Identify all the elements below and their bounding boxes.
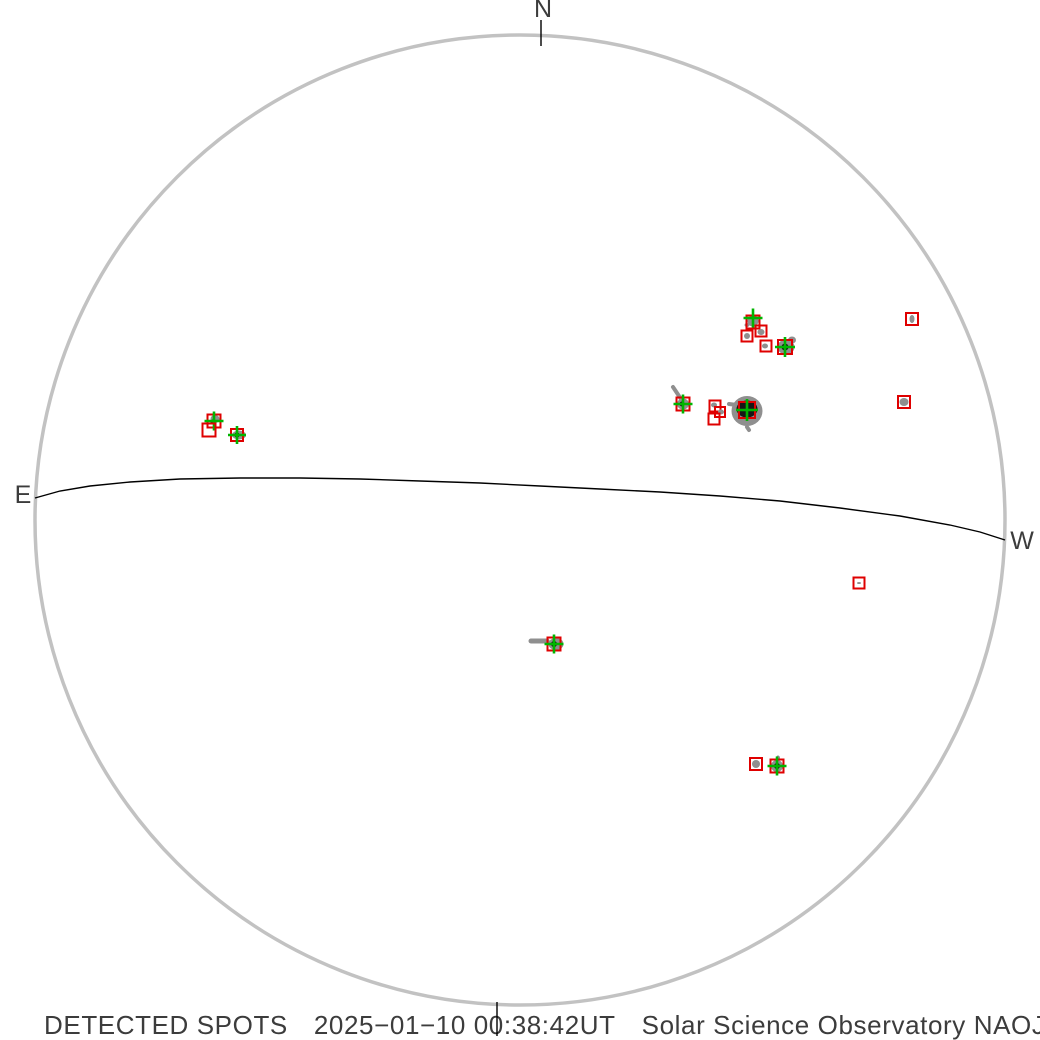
sunspot <box>727 396 763 432</box>
detection-box <box>546 636 562 652</box>
sunspot <box>897 395 911 409</box>
spot-penumbra <box>232 430 246 440</box>
sunspot <box>708 399 722 413</box>
equator-line <box>34 477 1006 541</box>
compass-label-east: E <box>15 481 32 509</box>
sunspot <box>775 336 796 357</box>
spot-penumbra <box>757 329 765 335</box>
spot-penumbra <box>909 315 915 323</box>
sunspot <box>740 329 754 343</box>
spot-umbra <box>679 401 685 407</box>
spot-penumbra <box>718 409 724 415</box>
detection-box <box>754 324 768 338</box>
spot-penumbra <box>747 315 759 327</box>
detection-box <box>740 329 754 343</box>
spot-penumbra <box>210 415 220 423</box>
spot-penumbra <box>744 333 750 339</box>
spot-penumbra <box>762 343 768 349</box>
spot-penumbra <box>711 402 717 408</box>
sunspot <box>852 576 866 590</box>
sunspot <box>707 412 721 426</box>
spot-umbra <box>551 641 557 647</box>
caption-datetime: 2025−01−10 00:38:42UT <box>313 1010 616 1040</box>
detection-box <box>852 576 866 590</box>
sunspot <box>754 324 768 338</box>
sunspot <box>749 757 763 771</box>
spot-penumbra <box>771 760 783 772</box>
sunspot <box>228 426 246 444</box>
spot-penumbra <box>857 582 861 584</box>
spot-umbra <box>234 432 240 438</box>
spot-penumbra <box>744 323 750 327</box>
spot-penumbra <box>776 755 780 761</box>
spot-tail <box>727 402 739 407</box>
detection-box <box>707 412 721 426</box>
spot-umbra <box>774 763 780 769</box>
sunspot <box>767 755 787 776</box>
solar-disk-outline <box>33 33 1007 1007</box>
sunspot <box>671 385 693 414</box>
spot-penumbra <box>548 638 564 650</box>
sunspot <box>201 422 217 438</box>
detection-box <box>905 312 919 326</box>
detection-box <box>777 339 793 355</box>
spot-penumbra <box>777 339 795 355</box>
detection-box <box>897 395 911 409</box>
spot-tail <box>745 425 751 432</box>
spot-penumbra <box>731 396 763 426</box>
detection-box <box>769 758 785 774</box>
detection-box <box>206 413 222 429</box>
detection-box <box>230 428 244 442</box>
spot-penumbra <box>677 398 689 410</box>
detection-box <box>708 399 722 413</box>
spot-tail <box>671 385 683 401</box>
sunspot <box>905 312 919 326</box>
sunspot <box>204 411 224 431</box>
spot-umbra <box>781 343 789 351</box>
detection-box <box>745 314 761 330</box>
caption: DETECTED SPOTS 2025−01−10 00:38:42UT Sol… <box>44 1010 1040 1040</box>
caption-title: DETECTED SPOTS <box>44 1010 288 1040</box>
detection-box <box>738 401 756 419</box>
detection-box <box>749 757 763 771</box>
spot-umbra <box>736 400 758 418</box>
spot-penumbra <box>788 336 796 344</box>
detection-box <box>714 406 726 418</box>
sunspot <box>528 634 564 654</box>
caption-credit: Solar Science Observatory NAOJ <box>641 1010 1040 1040</box>
compass-label-north: N <box>534 0 552 23</box>
compass-label-west: W <box>1010 527 1034 555</box>
spot-umbra <box>210 419 216 425</box>
spot-penumbra <box>899 398 909 406</box>
spot-penumbra <box>752 760 760 768</box>
detection-box <box>201 422 217 438</box>
detection-box <box>675 396 691 412</box>
sunspot <box>743 308 763 330</box>
detection-box <box>759 339 773 353</box>
sunspot <box>759 339 773 353</box>
sunspot <box>714 406 726 418</box>
